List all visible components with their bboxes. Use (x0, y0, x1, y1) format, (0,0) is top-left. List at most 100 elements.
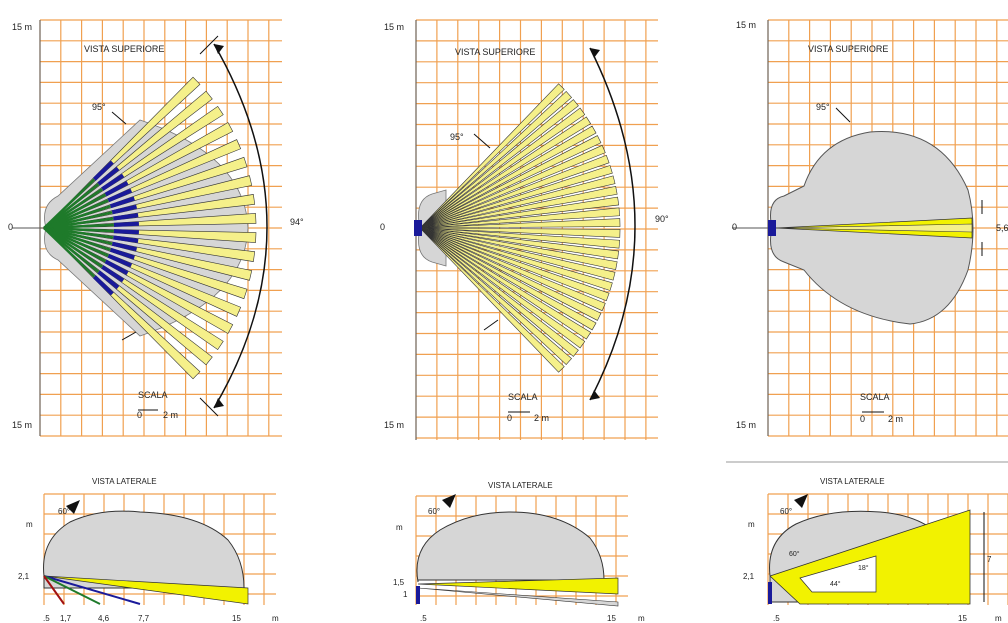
beam (419, 227, 579, 357)
panel-1-side-unit: m (272, 614, 279, 623)
panel-2-side-low (417, 587, 619, 607)
panel-3-beam-inner (775, 223, 973, 233)
panel-1-arrow-bottom (214, 398, 224, 408)
panel-2-side-angle: 60° (428, 507, 440, 516)
panel-3-side-arrow (794, 494, 808, 508)
panel-2-top-title: VISTA SUPERIORE (455, 47, 535, 57)
panel-1-side-beam-red (43, 575, 65, 605)
panel-1-tick-bottom (199, 397, 219, 417)
panel-1-label-0: 0 (8, 222, 13, 232)
blue-segment (111, 241, 138, 252)
blue-segment (113, 221, 139, 227)
beam (419, 175, 616, 229)
panel-2-side-m: m (396, 523, 403, 532)
blue-segment (109, 196, 135, 209)
panel-3-side-inner-2: 44° (830, 580, 841, 588)
panel-2-angle-pointer (473, 133, 491, 149)
beam (419, 218, 621, 229)
panel-3-small-angle: 95° (816, 102, 830, 112)
panel-2-label-15m-bottom: 15 m (384, 420, 404, 430)
panel-3-side-angle: 60° (780, 507, 792, 516)
panel-1-side-arrow (66, 500, 80, 514)
panel-2-side-beam (417, 577, 619, 595)
panel-1-tick-top (199, 35, 219, 55)
beam (419, 186, 618, 229)
green-segment (43, 227, 96, 278)
panel-3-scala-0: 0 (860, 414, 865, 424)
panel-2-side-tick-1: 15 (607, 614, 616, 623)
panel-3-label-15m-bottom: 15 m (736, 420, 756, 430)
shapes (12, 20, 1008, 607)
panel-2-side-h: 1,5 (393, 578, 405, 587)
panel-3-scala-title: SCALA (860, 392, 890, 402)
panel-1-lower-pointer (121, 331, 137, 341)
panel-1-beams (43, 76, 257, 380)
panel-2-side-gray (416, 511, 605, 583)
panel-2-side: VISTA LATERALE 60° m 1,5 1 .5 15 m (393, 481, 645, 623)
panel-2-label-0: 0 (380, 222, 385, 232)
blue-segment (113, 229, 139, 235)
blue-segment (92, 275, 114, 296)
panel-1-side-angle: 60° (58, 507, 70, 516)
beam (419, 227, 613, 291)
panel-3-label-15m: 15 m (736, 20, 756, 30)
panel-2-beams (419, 83, 621, 373)
panel-3-top-title: VISTA SUPERIORE (808, 44, 888, 54)
panel-2-side-title: VISTA LATERALE (488, 481, 553, 490)
blue-segment (113, 235, 139, 243)
panel-1-side-beam-green (43, 575, 101, 605)
blue-segment (104, 259, 129, 276)
beam (419, 144, 606, 229)
panel-3-side-inner-1: 18° (858, 564, 869, 572)
panel-3-side-h: 2,1 (743, 572, 755, 581)
panel-3-side-m: m (748, 520, 755, 529)
panel-2-side-arrow (442, 494, 456, 508)
panel-3-angle-pointer (835, 107, 851, 123)
panel-2-big-angle: 90° (655, 214, 669, 224)
panel-1-side-tick-1: 1,7 (60, 614, 72, 623)
panel-1-scala-0: 0 (137, 410, 142, 420)
panel-3-sensor (768, 220, 776, 236)
panel-2-arrow-bottom (590, 390, 600, 400)
beam (419, 154, 610, 229)
panel-3-side-cutout (799, 555, 877, 593)
beam (419, 227, 602, 321)
panel-1-arrow-top (214, 44, 224, 54)
panel-1-top-title: VISTA SUPERIORE (84, 44, 164, 54)
beam (419, 227, 620, 260)
panel-2-arc (589, 47, 636, 401)
panel-3-side-sensor (768, 582, 772, 604)
beam (419, 227, 592, 340)
beam (419, 227, 597, 331)
panel-1-side-tick-4: 15 (232, 614, 241, 623)
panel-2-side-tick-0: .5 (420, 614, 427, 623)
beam (419, 165, 613, 229)
beam (419, 207, 620, 229)
panel-1-label-15m: 15 m (12, 22, 32, 32)
panel-1-side: VISTA LATERALE 60° m 2,1 .5 1,7 4,6 7,7 … (18, 477, 279, 623)
panel-3-side: VISTA LATERALE 60° 60° m 2,1 18° 44° 7 .… (743, 477, 1002, 623)
panel-2-scala-2m: 2 m (534, 413, 549, 423)
panel-1-side-tick-3: 7,7 (138, 614, 150, 623)
panel-1-side-tick-0: .5 (43, 614, 50, 623)
blue-segment (92, 160, 114, 181)
panel-3-scala-2m: 2 m (888, 414, 903, 424)
beam (419, 83, 565, 229)
blue-segment (97, 270, 120, 290)
panel-1-top: 15 m 0 15 m VISTA SUPERIORE 95° 94° SCAL… (8, 22, 304, 430)
panel-1-scala-title: SCALA (138, 390, 168, 400)
panel-3-right-label: 5,6 (996, 223, 1008, 233)
beam (419, 91, 572, 229)
beam (419, 196, 620, 229)
blue-segment (101, 265, 125, 283)
panel-2-label-15m: 15 m (384, 22, 404, 32)
beam (419, 227, 620, 249)
panel-3-side-unit: m (995, 614, 1002, 623)
beam (419, 227, 565, 373)
beam (419, 107, 586, 229)
panel-1-label-15m-bottom: 15 m (12, 420, 32, 430)
panel-1-side-beam-1 (43, 575, 249, 605)
panel-2-arrow-top (590, 48, 600, 58)
panel-3-top: 15 m 0 15 m VISTA SUPERIORE 95° 5,6 SCAL… (732, 20, 1008, 430)
beam (419, 227, 621, 238)
